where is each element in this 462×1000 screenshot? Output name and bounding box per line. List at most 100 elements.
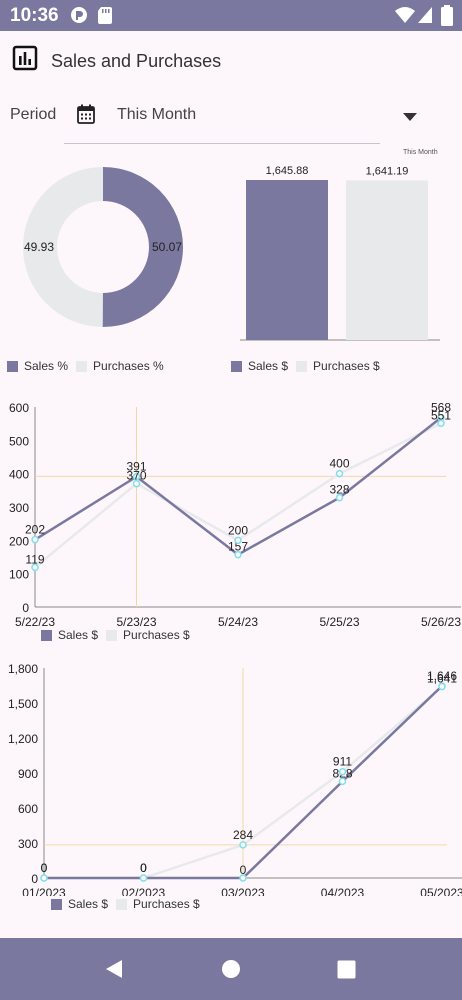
- legend-item-purchases: Purchases $: [116, 897, 200, 911]
- y-tick-label: 0: [22, 601, 29, 615]
- legend-item-purchases: Purchases $: [106, 628, 190, 642]
- chevron-down-icon[interactable]: [403, 109, 417, 127]
- x-tick-label: 01/2023: [22, 886, 66, 896]
- legend-swatch: [76, 360, 88, 372]
- point-value-label: 551: [431, 408, 451, 422]
- data-point: [132, 479, 141, 488]
- legend-swatch: [51, 898, 62, 910]
- point-value-label: 0: [41, 861, 48, 875]
- back-icon[interactable]: [104, 959, 124, 984]
- point-value-label: 370: [126, 469, 146, 483]
- point-value-label: 1,641: [427, 672, 457, 686]
- point-value-label: 284: [233, 828, 253, 842]
- bar-1: [346, 180, 428, 340]
- data-point: [31, 563, 39, 572]
- legend-swatch: [106, 629, 118, 641]
- point-value-label: 0: [240, 863, 247, 877]
- y-tick-label: 1,500: [8, 697, 38, 711]
- data-point: [338, 777, 347, 786]
- data-point: [239, 874, 247, 882]
- home-icon[interactable]: [221, 959, 241, 984]
- y-tick-label: 0: [31, 872, 38, 886]
- data-point: [437, 419, 445, 428]
- data-point: [239, 841, 247, 849]
- legend-swatch: [231, 360, 242, 372]
- x-tick-label: 5/24/23: [218, 615, 258, 629]
- donut-slice-0: [102, 167, 183, 327]
- data-point: [335, 469, 344, 478]
- calendar-icon: [77, 104, 95, 129]
- sd-card-icon: [96, 5, 114, 30]
- legend-swatch: [41, 629, 52, 641]
- point-value-label: 0: [140, 861, 147, 875]
- wifi-icon: [394, 5, 416, 30]
- amount-bar-chart: 1,645.88 1,641.19: [240, 165, 440, 341]
- y-tick-label: 100: [9, 568, 29, 582]
- period-selector[interactable]: Period This Month: [0, 95, 462, 135]
- percent-legend: Sales % Purchases %: [7, 359, 172, 373]
- period-label: Period: [10, 106, 57, 123]
- y-tick-label: 500: [9, 434, 29, 448]
- slice-value-label: 49.93: [24, 240, 54, 254]
- bar-value-label: 1,641.19: [366, 165, 409, 177]
- status-time: 10:36: [10, 5, 59, 26]
- legend-item-sales-amount: Sales $: [231, 359, 288, 373]
- point-value-label: 391: [126, 460, 146, 474]
- data-point: [335, 493, 344, 502]
- slice-value-label: 50.07: [152, 240, 182, 254]
- legend-item-sales: Sales $: [51, 897, 108, 911]
- y-tick-label: 200: [9, 534, 29, 548]
- point-value-label: 0: [140, 861, 147, 875]
- monthly-legend: Sales $ Purchases $: [51, 897, 208, 911]
- bar-chart-icon: [12, 45, 38, 76]
- legend-label: Purchases $: [313, 359, 380, 373]
- point-value-label: 157: [228, 540, 248, 554]
- x-tick-label: 05/2023: [420, 886, 462, 896]
- legend-swatch: [7, 360, 18, 372]
- x-tick-label: 5/26/23: [421, 615, 461, 629]
- bar-0: [246, 180, 328, 340]
- y-tick-label: 300: [9, 501, 29, 515]
- data-point: [132, 472, 141, 481]
- point-value-label: 1,646: [427, 669, 457, 683]
- data-point: [40, 874, 48, 882]
- data-point: [234, 550, 242, 559]
- legend-label: Sales $: [58, 628, 99, 642]
- legend-item-sales: Sales $: [41, 628, 98, 642]
- percent-donut-chart: 50.07 49.93: [22, 167, 183, 327]
- x-tick-label: 5/25/23: [319, 615, 359, 629]
- donut-slice-1: [22, 167, 103, 327]
- point-value-label: 328: [329, 483, 349, 497]
- navigation-bar: [0, 938, 462, 1000]
- period-value: This Month: [117, 106, 197, 123]
- data-point: [234, 536, 242, 545]
- legend-label: Sales $: [248, 359, 289, 373]
- y-tick-label: 600: [18, 802, 38, 816]
- cell-signal-icon: [416, 5, 434, 30]
- legend-item-purchases-amount: Purchases $: [296, 359, 380, 373]
- y-tick-label: 1,800: [8, 662, 38, 676]
- x-tick-label: 5/22/23: [15, 615, 55, 629]
- daily-legend: Sales $ Purchases $: [41, 628, 198, 642]
- page-title: Sales and Purchases: [51, 51, 222, 71]
- y-tick-label: 400: [9, 468, 29, 482]
- legend-item-sales-percent: Sales %: [7, 359, 68, 373]
- y-tick-label: 300: [18, 837, 38, 851]
- daily-line-chart: 0 100 200 300 400 500 600 5/22/23 5/23/23 5/24/23…: [9, 401, 461, 629]
- x-tick-label: 02/2023: [122, 886, 166, 896]
- x-tick-label: 03/2023: [221, 886, 265, 896]
- point-value-label: 202: [25, 523, 45, 537]
- bar-chart-title: This Month: [403, 149, 438, 156]
- data-point: [438, 682, 446, 691]
- recents-icon[interactable]: [337, 960, 356, 984]
- status-bar: 10:36: [0, 0, 462, 31]
- point-value-label: 911: [333, 755, 352, 769]
- x-tick-label: 5/23/23: [116, 615, 156, 629]
- app-notification-icon: [69, 5, 89, 30]
- data-point: [338, 767, 347, 776]
- legend-item-purchases-percent: Purchases %: [76, 359, 164, 373]
- legend-swatch: [116, 898, 128, 910]
- legend-label: Sales %: [24, 359, 69, 373]
- y-tick-label: 600: [9, 401, 29, 415]
